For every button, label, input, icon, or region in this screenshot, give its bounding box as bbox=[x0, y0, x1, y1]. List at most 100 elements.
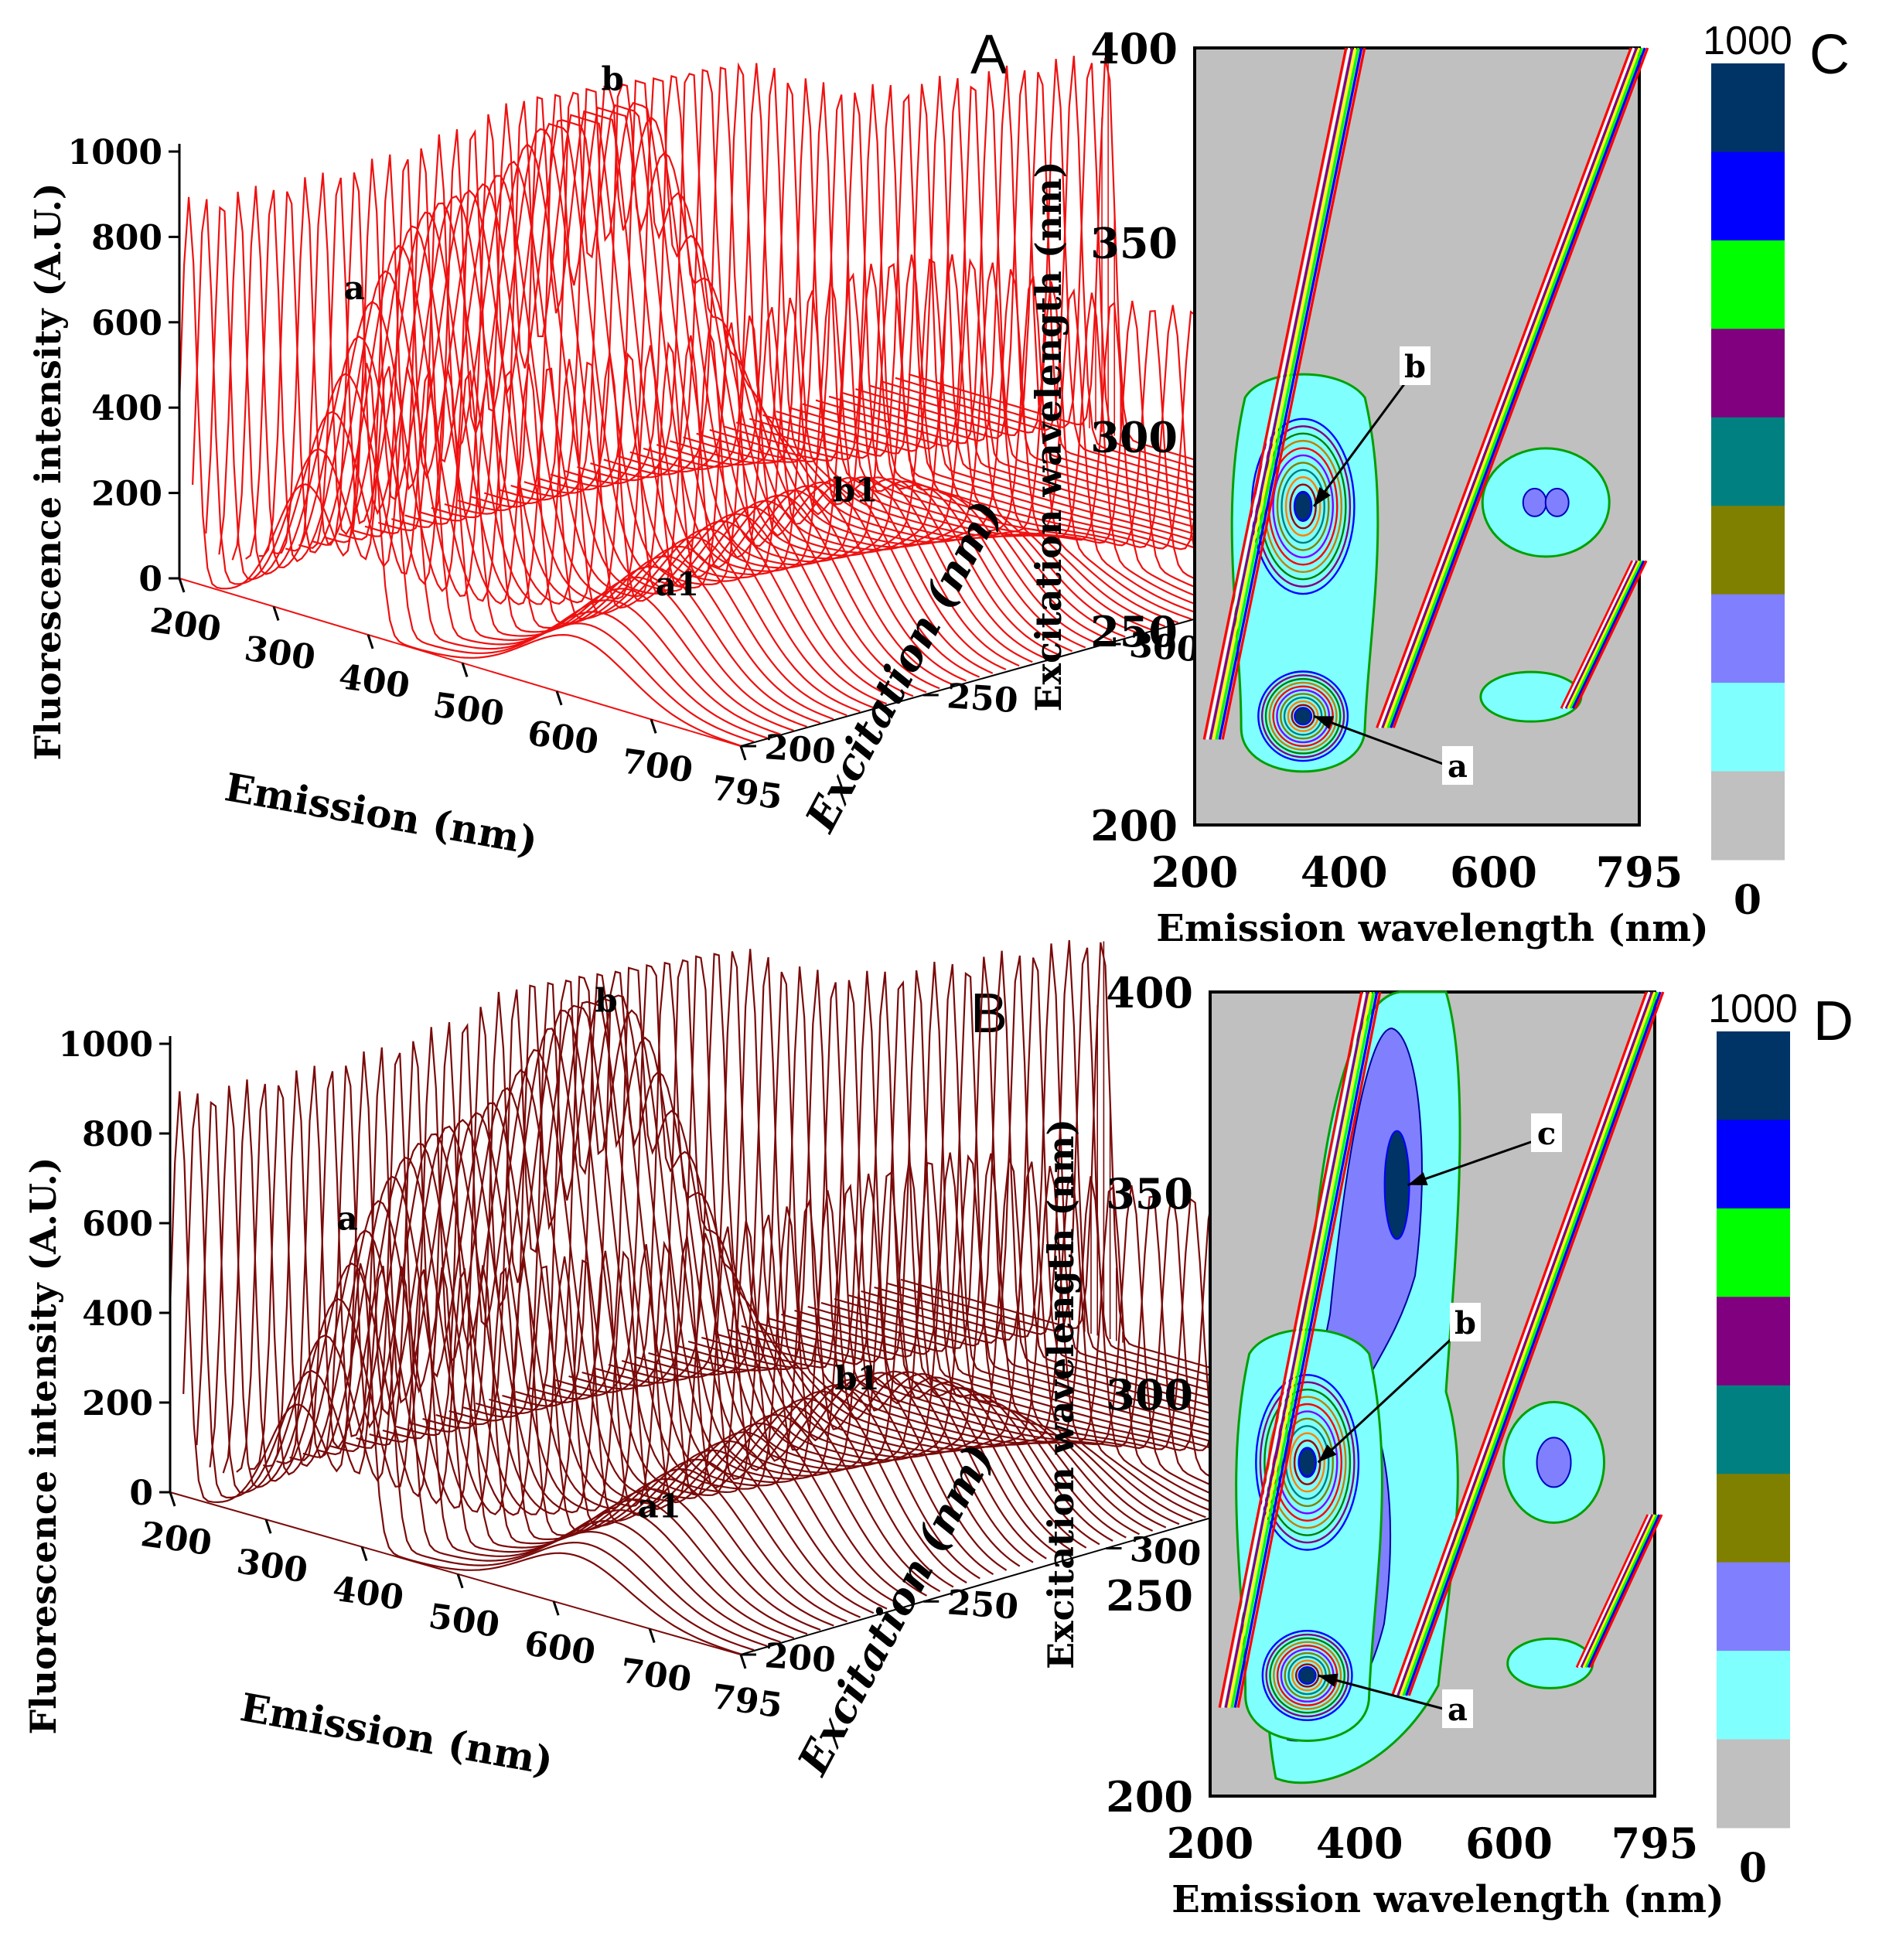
y-tick-label: 200 bbox=[763, 728, 837, 772]
y-tick-label: 300 bbox=[1128, 625, 1202, 670]
contour-ring bbox=[1260, 674, 1345, 758]
surface-scan-line bbox=[298, 177, 861, 713]
scatter-ridge-short bbox=[1589, 1514, 1663, 1669]
colorbar-segment bbox=[1717, 1385, 1790, 1474]
colorbar-segment bbox=[1717, 1208, 1790, 1297]
scatter-ridge-first-order bbox=[1236, 991, 1382, 1708]
scatter-ridge-first-order bbox=[1202, 47, 1348, 740]
colorbar-segment bbox=[1717, 1297, 1790, 1386]
y-tick-label: 350 bbox=[1106, 1169, 1193, 1219]
scatter-ridge-short bbox=[1577, 1514, 1652, 1669]
scatter-ridge-second-order bbox=[1390, 47, 1646, 728]
contour-ring bbox=[1289, 1432, 1325, 1493]
colorbar-segment bbox=[1717, 1474, 1790, 1563]
surface-scan-line bbox=[528, 966, 1100, 1546]
surface-scan-line bbox=[325, 159, 888, 705]
contour-ring bbox=[1287, 700, 1319, 732]
scatter-ridge-first-order bbox=[1215, 47, 1360, 740]
contour-ring bbox=[1280, 693, 1327, 740]
x-axis-tick bbox=[650, 718, 657, 734]
contour-ring bbox=[1272, 1403, 1343, 1522]
scatter-ridge-short bbox=[1574, 560, 1648, 709]
surface-scan-line bbox=[205, 206, 768, 739]
x-axis-tick bbox=[360, 1546, 368, 1562]
x-tick-label: 700 bbox=[619, 741, 695, 790]
surface-scan-line bbox=[568, 959, 1141, 1536]
x-tick-label: 795 bbox=[709, 1677, 785, 1726]
y-tick-label: 400 bbox=[1090, 24, 1178, 73]
surface-scan-line bbox=[431, 103, 994, 674]
callout-label-b: b bbox=[1404, 349, 1426, 385]
contour-island-core bbox=[1522, 487, 1547, 517]
z-tick-label: 0 bbox=[138, 560, 162, 599]
surface-scan-line bbox=[245, 189, 808, 728]
surface-scan-line bbox=[581, 955, 1154, 1532]
surface-scan-line bbox=[616, 62, 1179, 624]
x-axis-tick bbox=[272, 605, 280, 621]
contour-ring bbox=[1293, 1439, 1321, 1485]
callout-label-a: a bbox=[1448, 1692, 1468, 1728]
scatter-ridge-short bbox=[1571, 560, 1645, 709]
z-tick-label: 1000 bbox=[68, 133, 162, 172]
x-axis-tick bbox=[169, 1491, 176, 1507]
scatter-ridge-second-order bbox=[1396, 991, 1653, 1696]
x-axis-tick bbox=[456, 1573, 464, 1589]
contour-peak-core bbox=[1294, 491, 1313, 521]
colorbar-segment bbox=[1711, 506, 1785, 595]
x-tick-label: 700 bbox=[618, 1651, 694, 1699]
y-tick-label: 400 bbox=[1106, 968, 1193, 1017]
surface-scan-line bbox=[523, 83, 1086, 649]
surface-scan-line bbox=[250, 1085, 821, 1631]
callout-box bbox=[1442, 746, 1473, 785]
surface-scan-line bbox=[196, 1100, 768, 1648]
scatter-ridge-first-order bbox=[1221, 47, 1366, 740]
surface-scan-line bbox=[661, 966, 1233, 1512]
scatter-ridge-short bbox=[1562, 560, 1636, 709]
contour-ring bbox=[1257, 670, 1349, 762]
scatter-ridge-short bbox=[1582, 1514, 1656, 1669]
contour-ring bbox=[1276, 462, 1330, 551]
scatter-ridge-short bbox=[1560, 560, 1634, 709]
callout-label-b: b bbox=[1454, 1305, 1476, 1341]
surface-scan-line bbox=[369, 1027, 941, 1593]
surface-scan-line bbox=[329, 1047, 901, 1605]
x-axis-title: Emission (nm) bbox=[237, 1684, 557, 1784]
colorbar-min-label: 0 bbox=[1739, 1845, 1767, 1892]
surface-scan-line bbox=[541, 964, 1113, 1542]
contour-ring bbox=[1283, 697, 1323, 736]
surface-scan-line bbox=[409, 1007, 980, 1580]
surface-scan-line bbox=[169, 1091, 742, 1655]
scatter-ridge-short bbox=[1587, 1514, 1661, 1669]
surface-scan-line bbox=[182, 1093, 755, 1652]
contour-ring bbox=[1289, 483, 1317, 530]
x-axis-tick bbox=[461, 662, 469, 677]
x-tick-label: 500 bbox=[426, 1597, 502, 1645]
surface-scan-line bbox=[635, 956, 1206, 1519]
scatter-ridge-second-order bbox=[1393, 991, 1651, 1696]
x-tick-label: 600 bbox=[525, 714, 601, 762]
contour-ring bbox=[1272, 685, 1334, 748]
scatter-ridge-short bbox=[1567, 560, 1641, 709]
surface-scan-line bbox=[489, 975, 1060, 1556]
surface-scan-line bbox=[231, 186, 794, 731]
surface-scan-line bbox=[356, 1041, 928, 1597]
surface-scan-line bbox=[648, 971, 1219, 1515]
scatter-ridge-second-order bbox=[1383, 47, 1641, 728]
panel-letter-d: D bbox=[1813, 990, 1853, 1052]
peak-label-a: a bbox=[344, 269, 365, 307]
x-tick-label: 600 bbox=[1450, 847, 1537, 897]
surface-scan-line bbox=[714, 970, 1286, 1497]
callout-arrow-head bbox=[1314, 716, 1335, 730]
contour-ring bbox=[1281, 469, 1325, 544]
z-tick-label: 600 bbox=[82, 1205, 153, 1244]
x-axis-title: Emission (nm) bbox=[222, 764, 541, 864]
surface-scan-line bbox=[510, 85, 1073, 653]
callout-box bbox=[1531, 1113, 1562, 1152]
callout-arrow-head bbox=[1407, 1172, 1428, 1185]
x-axis-title: Emission wavelength (nm) bbox=[1171, 1878, 1724, 1921]
surface-scan-line bbox=[422, 991, 994, 1576]
y-tick-label: 250 bbox=[946, 1583, 1019, 1627]
colorbar-segment bbox=[1717, 1562, 1790, 1652]
y-axis-title: Excitation wavelength (nm) bbox=[1028, 162, 1069, 712]
